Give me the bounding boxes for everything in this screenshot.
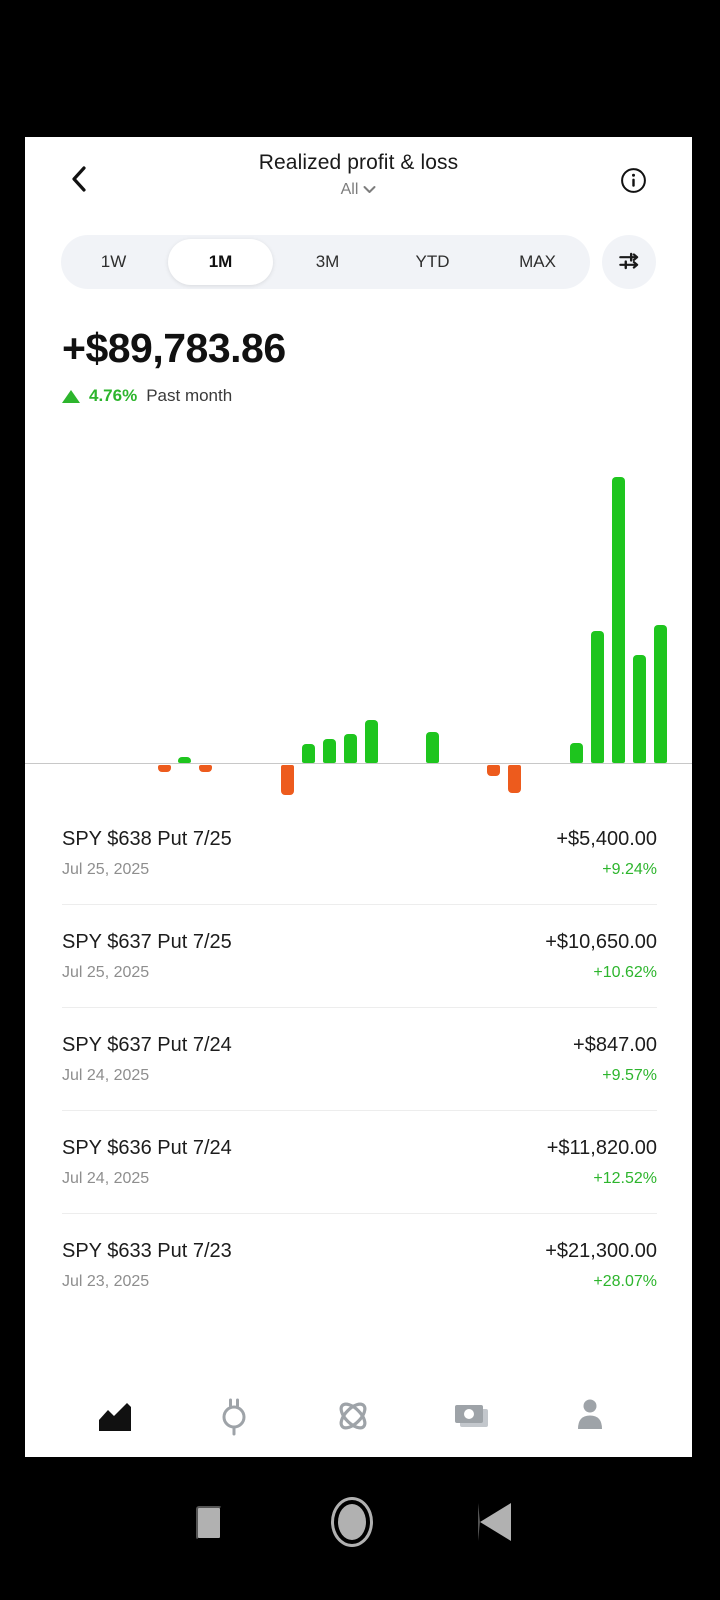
nav-crypto-tab[interactable] [212,1395,256,1439]
app-bottom-nav [25,1389,692,1445]
gain-bar [322,739,336,763]
pl-bar-chart[interactable] [25,430,692,802]
tab-max[interactable]: MAX [485,239,590,285]
page-title: Realized profit & loss [258,151,459,174]
tab-1m[interactable]: 1M [168,239,273,285]
trade-row[interactable]: SPY $636 Put 7/24 Jul 24, 2025 +$11,820.… [62,1111,657,1214]
tab-1w[interactable]: 1W [61,239,166,285]
sliders-icon [616,248,642,277]
trade-row[interactable]: SPY $637 Put 7/24 Jul 24, 2025 +$847.00 … [62,1008,657,1111]
gain-bar [343,734,357,763]
nav-cash-tab[interactable] [449,1395,493,1439]
gain-bar [301,744,315,763]
tab-3m[interactable]: 3M [275,239,380,285]
triangle-up-icon [62,389,80,403]
gain-bar [653,625,667,763]
loss-bar [507,765,521,793]
trade-date: Jul 24, 2025 [62,1067,150,1084]
header: Realized profit & loss All [25,151,692,211]
trade-percent: +28.07% [593,1273,657,1290]
loss-bar [280,765,294,795]
info-button[interactable] [618,167,648,197]
trade-date: Jul 25, 2025 [62,964,150,981]
trade-date: Jul 23, 2025 [62,1273,150,1290]
nav-investing-tab[interactable] [93,1395,137,1439]
trade-amount: +$11,820.00 [546,1137,657,1159]
nav-account-tab[interactable] [568,1395,612,1439]
crypto-coin-icon [214,1394,254,1441]
person-icon [570,1395,610,1440]
trade-date: Jul 25, 2025 [62,861,150,878]
trades-list: SPY $638 Put 7/25 Jul 25, 2025 +$5,400.0… [25,802,692,1316]
android-home-icon [338,1504,366,1540]
chevron-down-icon [363,181,376,199]
pnl-change-percent: 4.76% [89,386,138,405]
trade-amount: +$10,650.00 [545,931,657,953]
gain-bar [425,732,439,763]
back-button[interactable] [63,163,95,197]
pnl-delta-row: 4.76% Past month [62,386,656,406]
trade-amount: +$21,300.00 [545,1240,657,1262]
loss-bar [157,765,171,772]
scope-dropdown-label: All [340,181,359,198]
trade-name: SPY $633 Put 7/23 [62,1240,232,1262]
range-tabs-row: 1W 1M 3M YTD MAX [25,235,692,289]
chevron-left-icon [68,164,90,197]
trade-name: SPY $637 Put 7/25 [62,931,232,953]
pnl-app-card: Realized profit & loss All [25,137,692,1457]
gain-bar [177,757,191,763]
gain-bar [364,720,378,763]
trade-percent: +10.62% [593,964,657,981]
trade-percent: +9.24% [602,861,657,878]
trade-percent: +9.57% [602,1067,657,1084]
chart-zigzag-icon [94,1396,136,1439]
loss-bar [198,765,212,772]
loss-bar [486,765,500,776]
trade-name: SPY $637 Put 7/24 [62,1034,232,1056]
gain-bar [632,655,646,763]
nav-discover-tab[interactable] [331,1395,375,1439]
trade-percent: +12.52% [593,1170,657,1187]
android-recents-button[interactable] [196,1506,222,1540]
info-icon [620,167,647,197]
gain-bar [569,743,583,763]
trade-name: SPY $636 Put 7/24 [62,1137,232,1159]
total-pnl-amount: +$89,783.86 [62,325,286,371]
android-back-button[interactable] [478,1503,511,1541]
trade-row[interactable]: SPY $638 Put 7/25 Jul 25, 2025 +$5,400.0… [62,802,657,905]
trade-row[interactable]: SPY $633 Put 7/23 Jul 23, 2025 +$21,300.… [62,1214,657,1316]
banknote-icon [449,1396,493,1439]
tab-ytd[interactable]: YTD [380,239,485,285]
pnl-period-label: Past month [146,386,233,405]
gain-bar [611,477,625,763]
trade-amount: +$847.00 [573,1034,657,1056]
scope-dropdown[interactable]: All [25,181,692,199]
android-home-button[interactable] [331,1497,373,1547]
gain-bar [590,631,604,763]
chart-zero-baseline [25,763,692,764]
filter-button[interactable] [602,235,656,289]
trade-date: Jul 24, 2025 [62,1170,150,1187]
range-tabs: 1W 1M 3M YTD MAX [61,235,590,289]
orbits-icon [331,1394,375,1441]
trade-row[interactable]: SPY $637 Put 7/25 Jul 25, 2025 +$10,650.… [62,905,657,1008]
trade-name: SPY $638 Put 7/25 [62,828,232,850]
trade-amount: +$5,400.00 [556,828,657,850]
